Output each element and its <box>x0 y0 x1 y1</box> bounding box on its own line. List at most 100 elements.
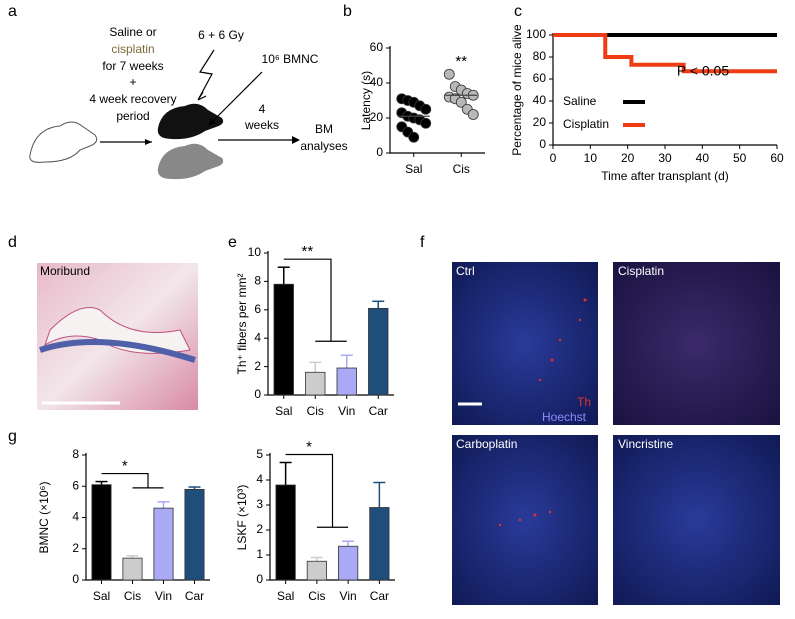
dot <box>443 68 455 80</box>
y-tick-label: 2 <box>72 541 79 555</box>
y-tick-label: 60 <box>533 71 547 85</box>
y-tick-label: 0 <box>256 572 263 586</box>
significance-bracket <box>285 453 349 528</box>
panel-letter: f <box>420 234 425 251</box>
panel-letter: d <box>8 234 17 251</box>
y-tick-label: 0 <box>72 572 79 586</box>
y-tick-label: 5 <box>256 447 263 461</box>
diagram-text: cisplatin <box>111 42 154 56</box>
y-tick-label: 60 <box>370 40 384 54</box>
bar <box>369 507 390 581</box>
panel-letter: e <box>228 234 237 251</box>
diagram-text: for 7 weeks <box>102 59 163 73</box>
bar <box>273 283 294 396</box>
x-axis-label: Time after transplant (d) <box>601 169 729 183</box>
significance-bracket <box>283 258 347 342</box>
y-tick-label: 4 <box>254 330 261 344</box>
y-axis-label: Th⁺ fibers per mm² <box>235 273 249 374</box>
y-tick-label: 20 <box>533 115 547 129</box>
diagram: Saline or cisplatin for 7 weeks + 4 week… <box>29 25 348 180</box>
image-label: Carboplatin <box>456 437 517 451</box>
y-axis-label: LSKF (×10³) <box>235 485 249 551</box>
x-tick-label: Car <box>369 404 388 418</box>
x-tick-label: Vin <box>338 404 355 418</box>
x-tick-label: Car <box>370 589 389 603</box>
dot <box>467 109 479 120</box>
y-tick-label: 40 <box>533 93 547 107</box>
th-signal <box>498 298 587 527</box>
lightning <box>197 49 215 101</box>
legend-label: Cisplatin <box>563 117 609 131</box>
significance: ** <box>302 243 314 260</box>
immunostaining: Ctrl Cisplatin Carboplatin Vincristine T… <box>452 262 780 605</box>
bar <box>368 307 389 396</box>
arrow-head <box>208 118 216 126</box>
diagram-text: 10⁶ BMNC <box>262 52 319 66</box>
y-tick-label: 2 <box>256 522 263 536</box>
x-tick-label: 40 <box>696 151 710 165</box>
bar <box>305 371 326 396</box>
bar <box>275 484 296 581</box>
tissue <box>44 307 191 354</box>
x-tick-label: Cis <box>307 404 324 418</box>
x-tick-label: Sal <box>405 162 422 176</box>
dot <box>420 117 432 129</box>
arrow <box>209 71 263 125</box>
stain-legend: Th <box>577 395 591 409</box>
bar <box>336 367 357 396</box>
panel-letter: a <box>8 3 17 20</box>
x-tick-label: Cis <box>124 589 141 603</box>
diagram-text: analyses <box>300 139 347 153</box>
dot <box>408 131 420 143</box>
bar <box>184 488 205 581</box>
x-tick-label: Cis <box>453 162 470 176</box>
y-tick-label: 4 <box>72 510 79 524</box>
y-tick-label: 0 <box>539 137 546 151</box>
image-label: Ctrl <box>456 264 475 278</box>
mouse-black <box>157 103 224 140</box>
bar <box>306 560 327 581</box>
dot <box>420 103 432 115</box>
mouse-gray <box>157 143 224 180</box>
y-tick-label: 10 <box>248 245 262 259</box>
diagram-text: period <box>116 109 149 123</box>
y-tick-label: 100 <box>526 27 546 41</box>
y-tick-label: 40 <box>370 75 384 89</box>
y-tick-label: 6 <box>72 478 79 492</box>
significance-bracket <box>101 472 164 489</box>
diagram-text: weeks <box>244 118 279 132</box>
annotation: P < 0.05 <box>677 63 730 79</box>
dot <box>455 96 467 108</box>
x-tick-label: Sal <box>93 589 110 603</box>
y-tick-label: 3 <box>256 497 263 511</box>
image-label: Vincristine <box>618 437 673 451</box>
y-tick-label: 1 <box>256 547 263 561</box>
histology: Moribund <box>37 263 198 410</box>
significance: ** <box>455 53 467 70</box>
image-label: Moribund <box>40 264 90 278</box>
panel-letter: c <box>514 3 522 20</box>
significance: * <box>122 458 128 475</box>
diagram-text: 4 week recovery <box>89 92 176 106</box>
arrow-head <box>145 139 152 145</box>
y-tick-label: 4 <box>256 472 263 486</box>
y-tick-label: 0 <box>254 387 261 401</box>
panel-letter: g <box>8 428 17 445</box>
x-tick-label: 10 <box>584 151 598 165</box>
y-axis-label: Percentage of mice alive <box>510 24 524 156</box>
bar <box>122 557 143 581</box>
x-tick-label: Sal <box>275 404 292 418</box>
x-tick-label: 0 <box>550 151 557 165</box>
y-tick-label: 6 <box>254 302 261 316</box>
x-tick-label: 30 <box>658 151 672 165</box>
stain-image <box>613 435 780 605</box>
image-label: Cisplatin <box>618 264 664 278</box>
stain-legend: Hoechst <box>542 410 587 424</box>
legend-label: Saline <box>563 94 597 108</box>
y-tick-label: 8 <box>254 274 261 288</box>
x-tick-label: 20 <box>621 151 635 165</box>
tissue <box>39 339 196 363</box>
x-tick-label: Vin <box>340 589 357 603</box>
x-tick-label: Vin <box>155 589 172 603</box>
x-tick-label: 50 <box>733 151 747 165</box>
